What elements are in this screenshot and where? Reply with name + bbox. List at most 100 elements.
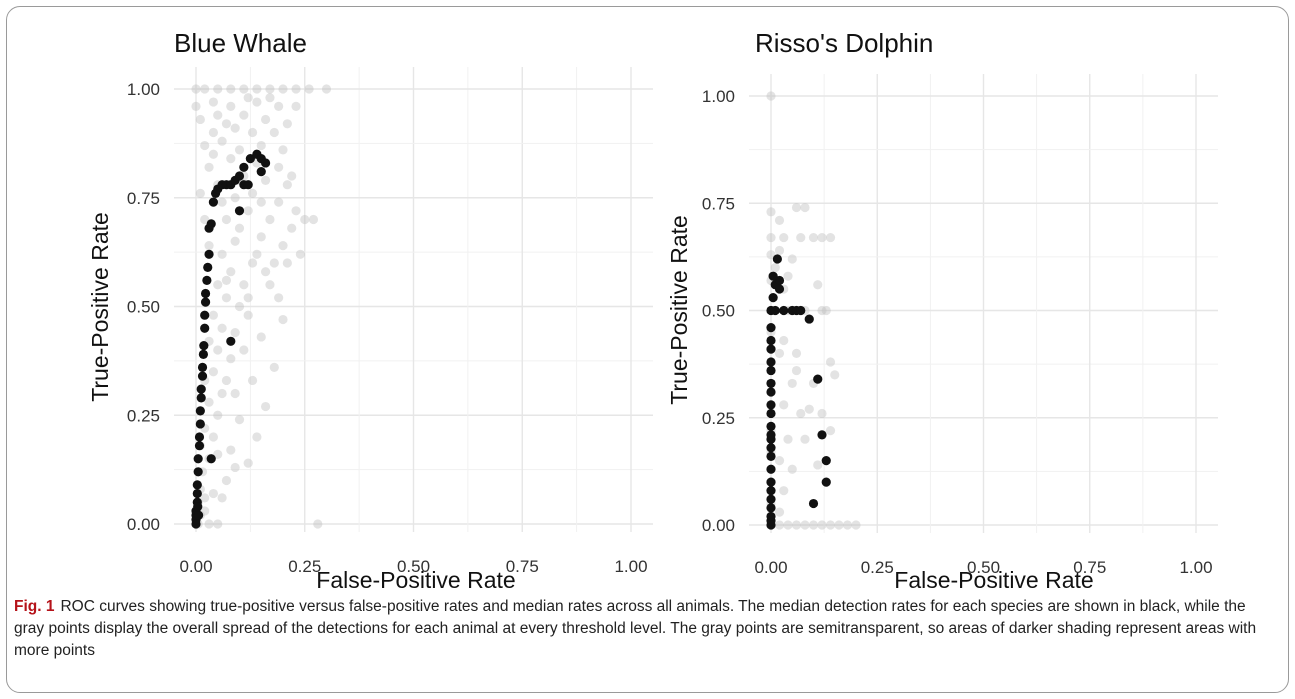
median-point [766, 378, 776, 389]
animal-point [830, 370, 840, 380]
animal-point [221, 275, 232, 285]
animal-point [200, 140, 210, 151]
median-point [766, 451, 776, 461]
animal-point [239, 280, 249, 290]
animal-point [243, 206, 253, 216]
median-point [198, 349, 208, 359]
median-point [245, 154, 255, 164]
animal-point [256, 332, 266, 342]
animal-point [282, 119, 292, 129]
median-point [766, 408, 776, 419]
animal-point [274, 293, 284, 303]
animal-point [808, 520, 819, 530]
animal-point [783, 520, 793, 530]
animal-point [213, 84, 223, 94]
median-point [206, 454, 216, 464]
median-point [766, 344, 776, 354]
animal-point [221, 119, 232, 129]
animal-point [252, 84, 262, 94]
animal-point [274, 162, 284, 172]
median-point [772, 254, 782, 264]
plot-grid [749, 74, 1218, 533]
animal-point [825, 520, 836, 530]
animal-point [787, 464, 797, 474]
median-point [766, 357, 776, 367]
animal-point [208, 97, 218, 107]
animal-point [261, 267, 271, 277]
animal-point [247, 127, 258, 138]
median-point [192, 480, 202, 490]
animal-point [261, 401, 271, 412]
median-point [203, 262, 213, 272]
animal-point [269, 258, 279, 268]
animal-point [800, 434, 810, 444]
animal-point [239, 345, 249, 355]
animal-point [191, 84, 201, 94]
animal-point [842, 520, 853, 530]
animal-point [278, 314, 288, 325]
median-point [766, 503, 776, 513]
median-point [194, 510, 204, 520]
animal-point [766, 91, 776, 101]
y-tick-label: 0.00 [127, 515, 160, 534]
animal-point [796, 408, 806, 419]
x-tick-label: 0.25 [288, 557, 321, 576]
animal-point [291, 206, 301, 216]
median-point [774, 284, 785, 294]
animal-point [213, 280, 223, 290]
animal-point [779, 400, 789, 410]
median-point [196, 393, 206, 403]
animal-point [217, 388, 227, 399]
animal-point [200, 493, 210, 503]
animal-point [282, 258, 292, 268]
animal-point [774, 245, 785, 256]
median-point [766, 477, 776, 487]
animal-point [234, 223, 245, 233]
animal-point [787, 378, 797, 389]
median-point [200, 297, 211, 307]
animal-point [779, 335, 789, 346]
median-point [202, 275, 212, 285]
x-tick-label: 1.00 [614, 557, 647, 576]
animal-point [230, 388, 240, 399]
median-point [770, 305, 780, 316]
animal-point [213, 519, 223, 529]
animal-point [221, 293, 232, 303]
animal-point [774, 215, 785, 226]
animal-point [200, 214, 210, 225]
median-point [768, 293, 778, 303]
animal-point [221, 214, 232, 225]
animal-point [825, 357, 836, 367]
median-point [766, 443, 776, 453]
animal-point [791, 520, 802, 530]
animal-point [804, 404, 814, 414]
median-point [200, 288, 211, 299]
animal-point [261, 114, 271, 125]
median-point [234, 206, 245, 216]
animal-point [243, 310, 253, 320]
animal-point [800, 520, 810, 530]
animal-point [243, 293, 253, 303]
animal-point [825, 426, 836, 436]
animal-point [766, 207, 776, 217]
animal-point [247, 258, 258, 268]
animal-point [252, 97, 262, 107]
animal-point [791, 202, 802, 213]
median-point [208, 197, 218, 207]
y-tick-label: 0.75 [702, 194, 735, 213]
animal-point [221, 375, 232, 386]
figure-frame [6, 6, 1289, 693]
animal-point [226, 84, 236, 94]
animal-point [239, 84, 249, 94]
animal-point [217, 249, 227, 259]
animal-point [204, 162, 214, 172]
animal-point [200, 84, 210, 94]
animal-point [230, 193, 240, 203]
animal-point [291, 84, 301, 94]
animal-point [287, 223, 297, 233]
figure-plots: Blue Whale 0.00 0.25 0.50 0.75 1.000.000.250… [87, 28, 1218, 593]
animal-point [282, 180, 292, 190]
animal-point [817, 408, 827, 419]
animal-point [269, 127, 279, 138]
animal-point [234, 415, 245, 425]
